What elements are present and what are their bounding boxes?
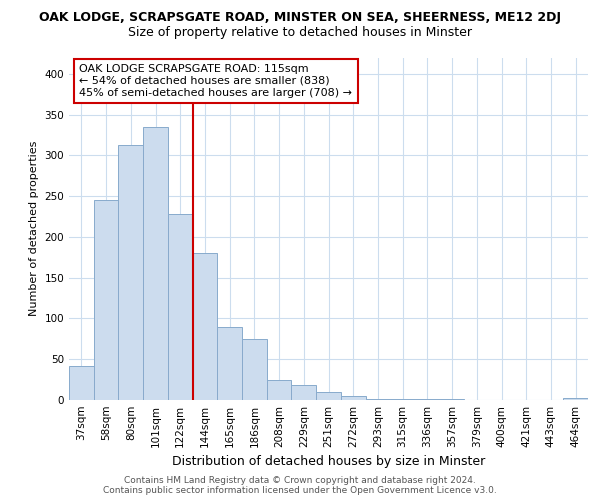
Text: Contains HM Land Registry data © Crown copyright and database right 2024.
Contai: Contains HM Land Registry data © Crown c… bbox=[103, 476, 497, 495]
Y-axis label: Number of detached properties: Number of detached properties bbox=[29, 141, 39, 316]
Bar bbox=[563, 398, 588, 400]
Text: OAK LODGE SCRAPSGATE ROAD: 115sqm
← 54% of detached houses are smaller (838)
45%: OAK LODGE SCRAPSGATE ROAD: 115sqm ← 54% … bbox=[79, 64, 352, 98]
X-axis label: Distribution of detached houses by size in Minster: Distribution of detached houses by size … bbox=[172, 456, 485, 468]
Bar bbox=[94, 200, 118, 400]
Bar bbox=[217, 326, 242, 400]
Bar bbox=[242, 339, 267, 400]
Bar bbox=[292, 386, 316, 400]
Bar bbox=[143, 127, 168, 400]
Bar bbox=[69, 366, 94, 400]
Bar bbox=[316, 392, 341, 400]
Bar bbox=[365, 399, 390, 400]
Bar bbox=[193, 253, 217, 400]
Bar bbox=[267, 380, 292, 400]
Bar bbox=[440, 399, 464, 400]
Text: Size of property relative to detached houses in Minster: Size of property relative to detached ho… bbox=[128, 26, 472, 39]
Bar bbox=[390, 399, 415, 400]
Bar bbox=[168, 214, 193, 400]
Bar bbox=[341, 396, 365, 400]
Bar bbox=[118, 145, 143, 400]
Text: OAK LODGE, SCRAPSGATE ROAD, MINSTER ON SEA, SHEERNESS, ME12 2DJ: OAK LODGE, SCRAPSGATE ROAD, MINSTER ON S… bbox=[39, 12, 561, 24]
Bar bbox=[415, 399, 440, 400]
